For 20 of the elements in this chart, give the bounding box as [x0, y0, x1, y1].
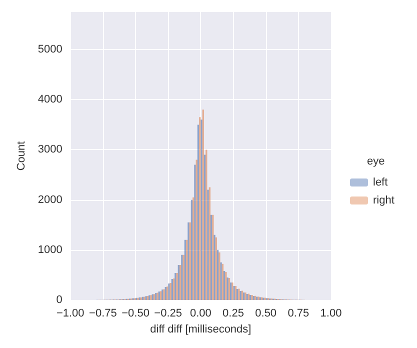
x-tick-label: −0.50 [122, 308, 150, 320]
y-tick-label: 3000 [38, 144, 62, 156]
x-tick-label: −0.75 [89, 308, 117, 320]
x-tick-label: 0.75 [288, 308, 310, 320]
legend-label: right [373, 194, 394, 206]
x-tick-label: 0.50 [255, 308, 277, 320]
x-tick-label: −1.00 [56, 308, 84, 320]
y-axis-title: Count [16, 141, 28, 171]
legend-label: left [373, 176, 388, 188]
legend-title: eye [367, 156, 385, 168]
x-tick-label: 0.25 [222, 308, 244, 320]
y-tick-label: 5000 [38, 44, 62, 56]
y-tick-label: 4000 [38, 94, 62, 106]
y-tick-label: 0 [56, 294, 62, 306]
x-tick-label: −0.25 [154, 308, 182, 320]
y-tick-label: 2000 [38, 194, 62, 206]
x-tick-label: 0.00 [190, 308, 212, 320]
x-tick-label: 1.00 [320, 308, 342, 320]
x-axis-title: diff diff [milliseconds] [150, 323, 252, 336]
y-tick-label: 1000 [38, 244, 62, 256]
